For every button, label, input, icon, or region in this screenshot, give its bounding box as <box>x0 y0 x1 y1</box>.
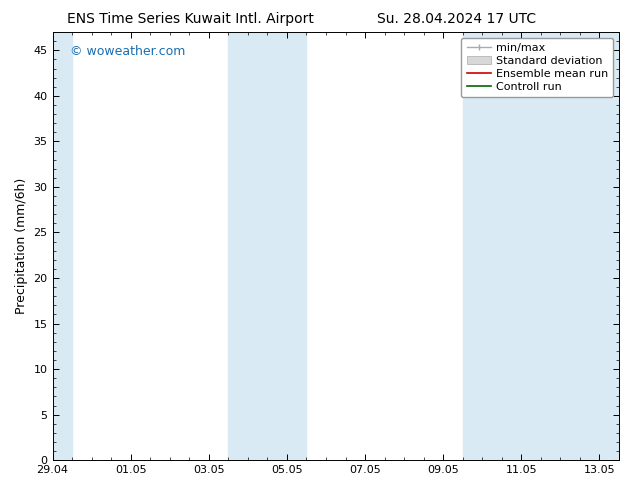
Y-axis label: Precipitation (mm/6h): Precipitation (mm/6h) <box>15 178 28 314</box>
Text: Su. 28.04.2024 17 UTC: Su. 28.04.2024 17 UTC <box>377 12 536 26</box>
Legend: min/max, Standard deviation, Ensemble mean run, Controll run: min/max, Standard deviation, Ensemble me… <box>461 38 614 97</box>
Text: ENS Time Series Kuwait Intl. Airport: ENS Time Series Kuwait Intl. Airport <box>67 12 314 26</box>
Bar <box>53 32 72 460</box>
Bar <box>501 32 541 460</box>
Bar <box>228 32 268 460</box>
Text: © woweather.com: © woweather.com <box>70 45 185 58</box>
Bar <box>541 32 619 460</box>
Bar <box>268 32 306 460</box>
Bar <box>463 32 501 460</box>
